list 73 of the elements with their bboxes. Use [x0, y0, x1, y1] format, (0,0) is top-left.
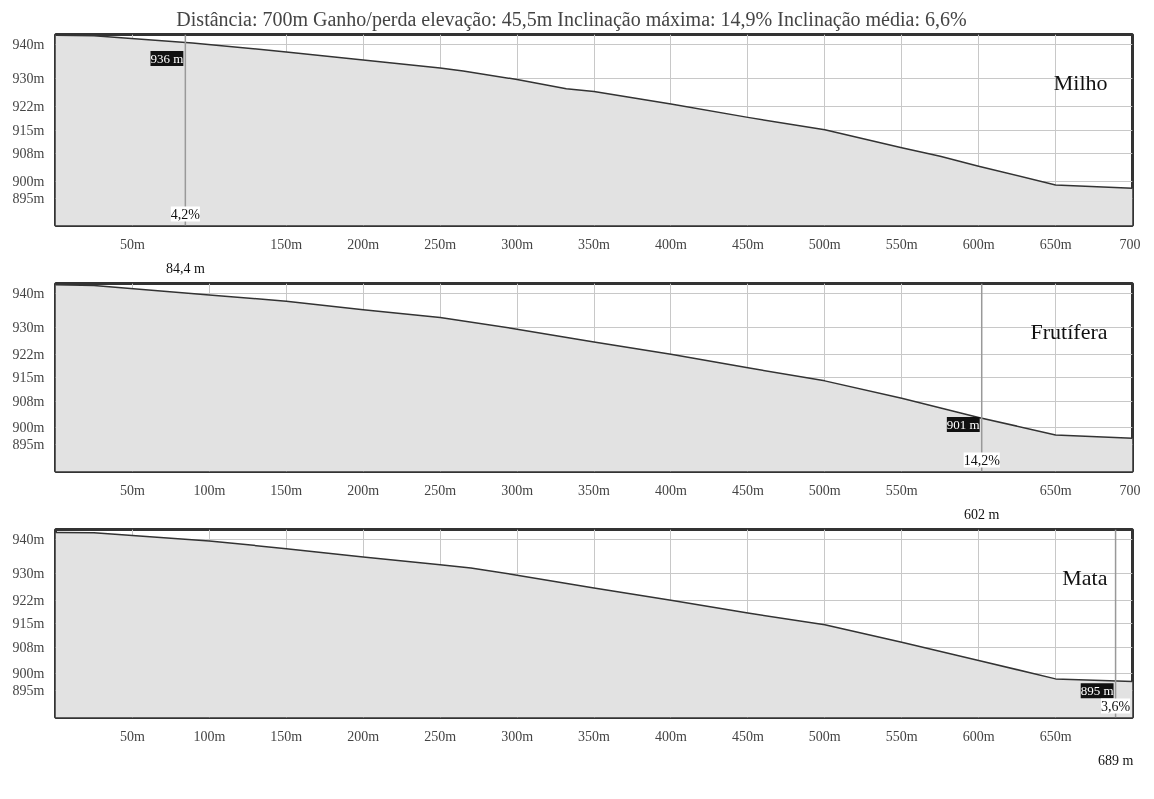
y-tick-label: 895m	[12, 683, 45, 699]
x-tick-label: 150m	[270, 482, 303, 498]
x-tick-label: 450m	[731, 482, 764, 498]
y-tick-label: 915m	[12, 616, 45, 631]
x-tick-label: 100m	[193, 482, 226, 498]
x-tick-label: 550m	[885, 236, 918, 252]
x-tick-label: 300m	[501, 236, 534, 252]
y-tick-label: 915m	[12, 122, 45, 138]
annotation: 895 m	[1080, 683, 1114, 699]
y-tick-label: 940m	[12, 532, 45, 548]
ref-line-label: 84,4 m	[165, 260, 205, 276]
y-tick-label: 940m	[12, 286, 45, 302]
x-tick-label: 350m	[578, 728, 611, 744]
annotation: 4,2%	[170, 206, 201, 222]
x-tick-label: 50m	[119, 236, 145, 252]
annotation: 14,2%	[963, 452, 1001, 468]
annotation: 3,6%	[1100, 698, 1131, 714]
y-tick-label: 908m	[12, 146, 45, 162]
ref-line-label: 602 m	[964, 506, 1000, 522]
x-tick-label: 450m	[731, 728, 764, 744]
x-tick-label: 50m	[119, 482, 145, 498]
y-tick-label: 930m	[12, 319, 45, 335]
x-tick-label: 150m	[270, 728, 303, 744]
x-tick-label: 500m	[808, 236, 841, 252]
x-tick-label: 350m	[578, 482, 611, 498]
y-tick-label: 922m	[12, 346, 45, 362]
annotation: 901 m	[946, 417, 980, 432]
y-tick-label: 908m	[12, 393, 45, 409]
x-tick-label: 600m	[962, 728, 995, 744]
x-tick-label: 550m	[885, 482, 918, 498]
y-tick-label: 930m	[12, 71, 45, 87]
x-tick-label: 700	[1119, 236, 1141, 252]
y-tick-label: 922m	[12, 592, 45, 608]
x-tick-label: 450m	[731, 236, 764, 252]
y-tick-label: 900m	[12, 420, 45, 436]
y-tick-label: 940m	[12, 37, 45, 53]
x-tick-label: 50m	[119, 728, 145, 744]
x-tick-label: 300m	[501, 482, 534, 498]
annotation: Mata	[1062, 564, 1108, 590]
y-tick-label: 895m	[12, 190, 45, 206]
x-tick-label: 150m	[270, 236, 303, 252]
x-tick-label: 350m	[578, 236, 611, 252]
x-tick-label: 600m	[962, 236, 995, 252]
annotation: Milho	[1053, 69, 1108, 95]
y-tick-label: 900m	[12, 173, 45, 189]
y-tick-label: 930m	[12, 565, 45, 581]
ref-line-label: 689 m	[1097, 752, 1134, 768]
x-tick-label: 700	[1119, 482, 1141, 498]
y-tick-label: 908m	[12, 639, 45, 655]
x-tick-label: 200m	[347, 482, 380, 498]
x-tick-label: 250m	[424, 482, 457, 498]
x-tick-label: 500m	[808, 728, 841, 744]
x-tick-label: 400m	[654, 728, 687, 744]
x-tick-label: 550m	[885, 728, 918, 744]
x-tick-label: 650m	[1039, 482, 1072, 498]
y-tick-label: 922m	[12, 98, 45, 114]
x-tick-label: 300m	[501, 728, 534, 744]
x-tick-label: 250m	[424, 236, 457, 252]
x-tick-label: 250m	[424, 728, 457, 744]
y-tick-label: 900m	[12, 666, 45, 682]
x-tick-label: 200m	[347, 236, 380, 252]
x-tick-label: 500m	[808, 482, 841, 498]
x-tick-label: 400m	[654, 482, 687, 498]
y-tick-label: 915m	[12, 370, 45, 385]
annotation: 936 m	[150, 50, 184, 66]
chart-title: Distância: 700m Ganho/perda elevação: 45,5m Inclinação máxima: 14,9% Inclinação média: 6,6%	[176, 7, 967, 31]
x-tick-label: 400m	[654, 236, 687, 252]
x-tick-label: 650m	[1039, 236, 1072, 252]
annotation: Frutífera	[1030, 318, 1108, 344]
x-tick-label: 100m	[193, 728, 226, 744]
x-tick-label: 200m	[347, 728, 380, 744]
y-tick-label: 895m	[12, 437, 45, 453]
x-tick-label: 650m	[1039, 728, 1072, 744]
